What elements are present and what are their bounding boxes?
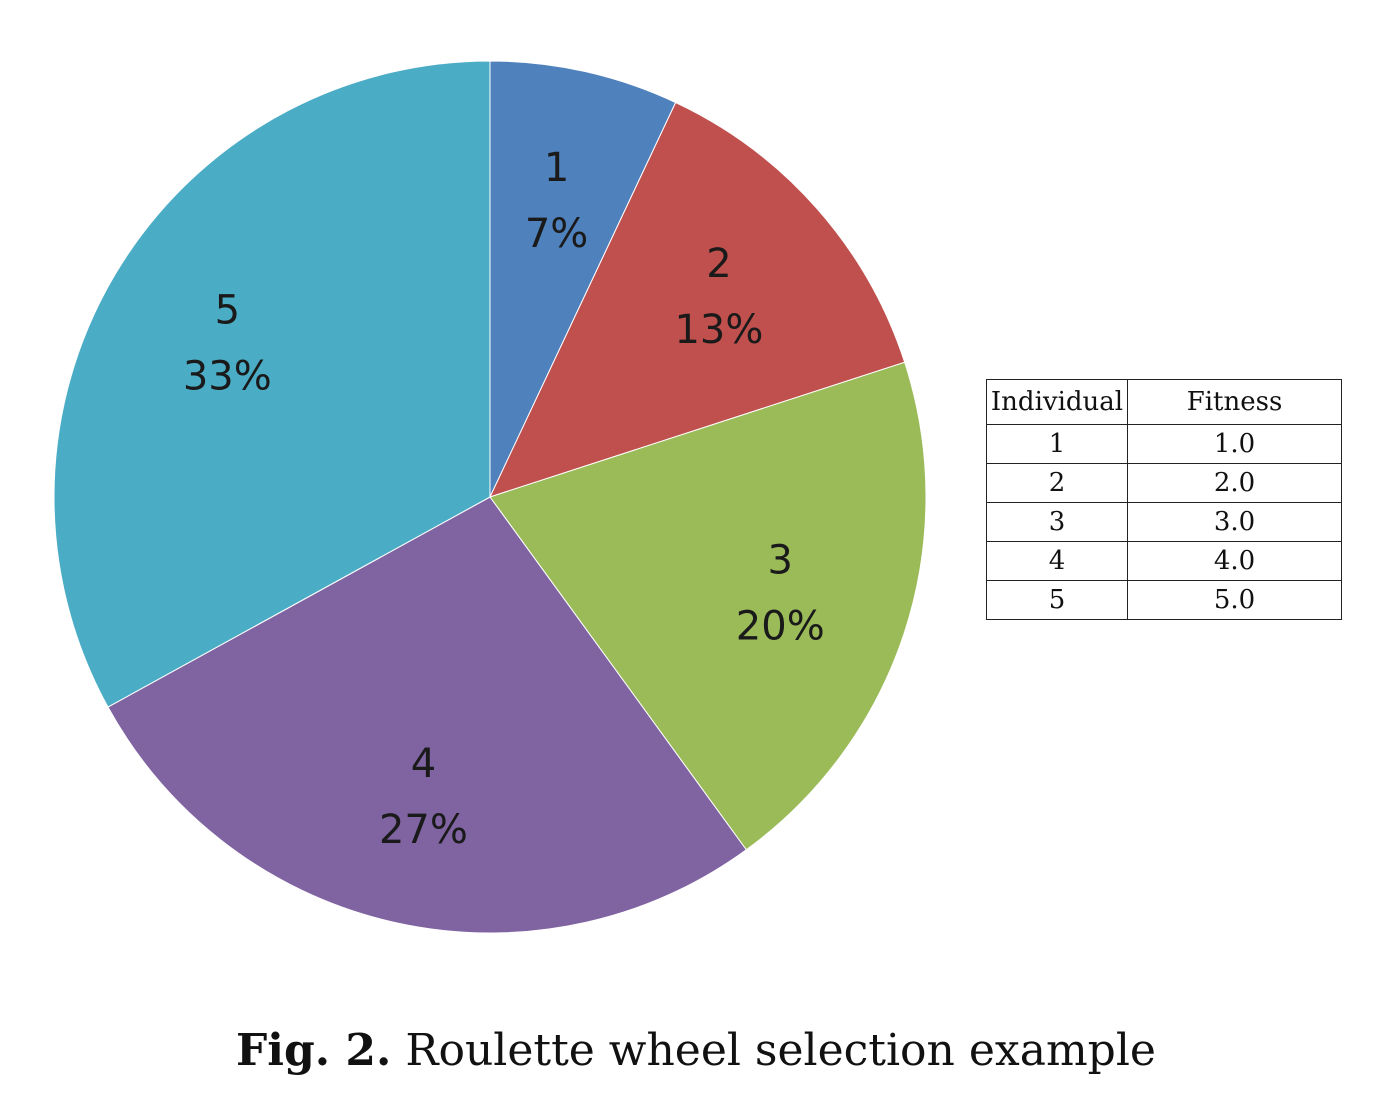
pie-label-2: 2 13%	[674, 241, 763, 353]
table-header-row: Individual Fitness	[986, 379, 1342, 425]
cell-fitness: 5.0	[1127, 580, 1342, 620]
pie-slice-4	[107, 496, 747, 934]
cell-fitness: 1.0	[1127, 424, 1342, 464]
pie-slices	[53, 60, 927, 934]
pie-slice-1	[489, 60, 677, 498]
pie-label-1: 1 7%	[525, 145, 588, 257]
pie-label-4: 4 27%	[379, 741, 468, 853]
pie-slice-2	[489, 101, 906, 498]
cell-individual: 5	[986, 580, 1128, 620]
cell-individual: 3	[986, 502, 1128, 542]
cell-fitness: 2.0	[1127, 463, 1342, 503]
pie-label-3: 3 20%	[736, 537, 825, 649]
table-row: 4 4.0	[986, 541, 1342, 581]
table-row: 2 2.0	[986, 463, 1342, 503]
caption-label: Fig. 2.	[236, 1025, 392, 1076]
table-row: 3 3.0	[986, 502, 1342, 542]
cell-fitness: 4.0	[1127, 541, 1342, 581]
header-individual: Individual	[986, 379, 1128, 425]
fitness-table: Individual Fitness 1 1.0 2 2.0 3 3.0 4 4…	[986, 379, 1342, 620]
pie-slice-3	[489, 361, 927, 851]
pie-chart: 1 7% 2 13% 3 20% 4 27% 5 33%	[53, 60, 927, 934]
header-fitness: Fitness	[1127, 379, 1342, 425]
pie-label-5: 5 33%	[183, 288, 272, 400]
figure-caption: Fig. 2. Roulette wheel selection example	[0, 1025, 1392, 1076]
table-row: 5 5.0	[986, 580, 1342, 620]
pie-slice-5	[53, 60, 491, 708]
pie-labels: 1 7% 2 13% 3 20% 4 27% 5 33%	[183, 145, 825, 853]
table-row: 1 1.0	[986, 424, 1342, 464]
caption-text: Roulette wheel selection example	[405, 1025, 1156, 1076]
cell-fitness: 3.0	[1127, 502, 1342, 542]
cell-individual: 1	[986, 424, 1128, 464]
cell-individual: 2	[986, 463, 1128, 503]
cell-individual: 4	[986, 541, 1128, 581]
